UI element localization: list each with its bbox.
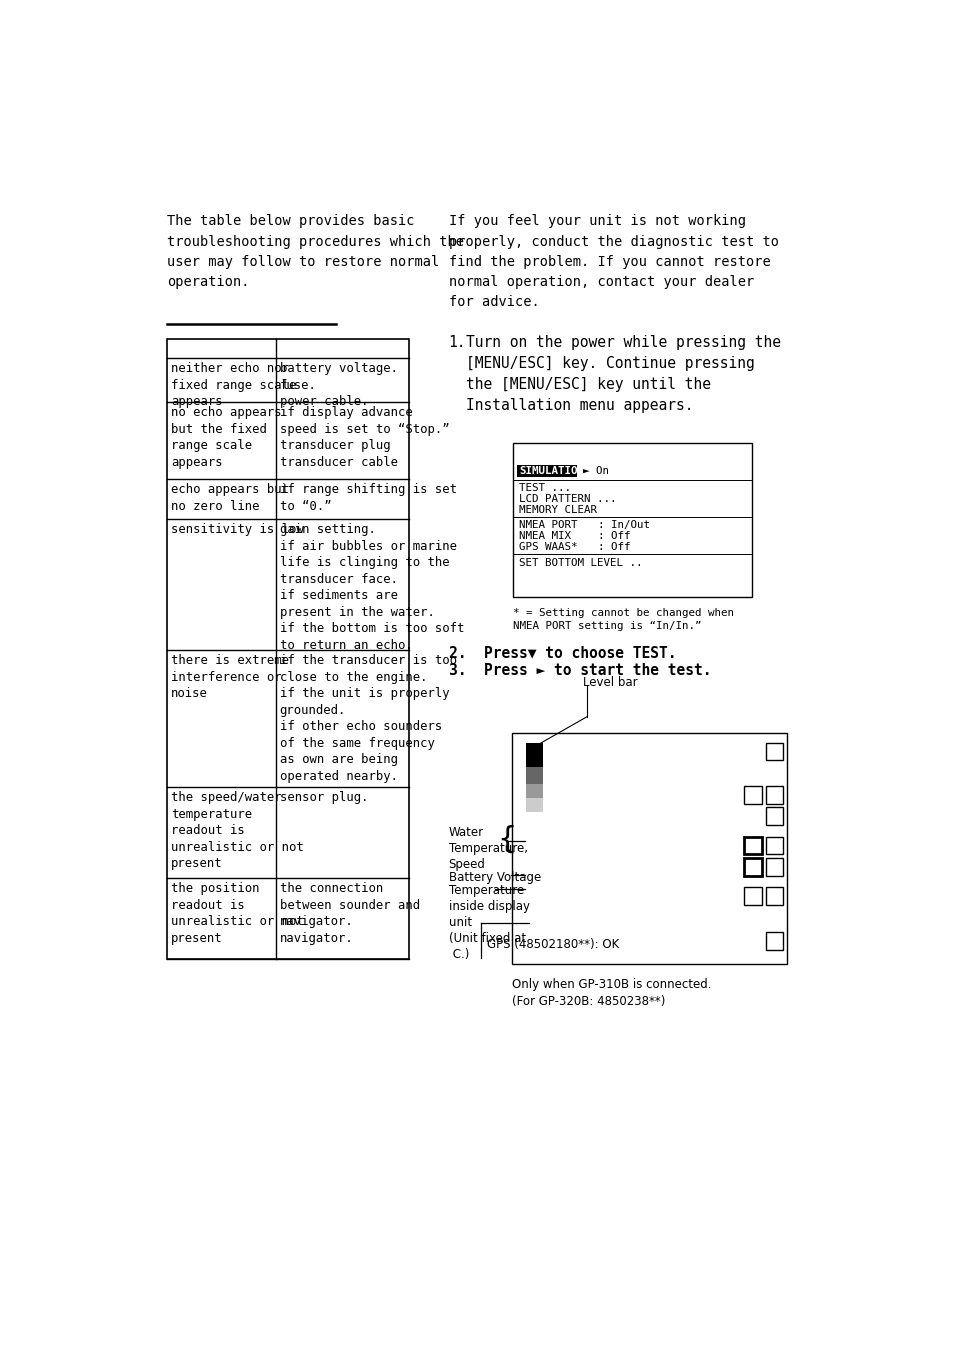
Text: gain setting.
if air bubbles or marine
life is clinging to the
transducer face.
: gain setting. if air bubbles or marine l… xyxy=(279,523,463,651)
Text: Temperature
inside display
unit
(Unit fixed at
 C.): Temperature inside display unit (Unit fi… xyxy=(448,885,529,962)
Text: the speed/water
temperature
readout is
unrealistic or not
present: the speed/water temperature readout is u… xyxy=(171,792,304,870)
Text: 1.: 1. xyxy=(448,335,466,350)
Text: : In/Out: : In/Out xyxy=(598,520,650,530)
Bar xyxy=(513,443,751,597)
Text: TEST ...: TEST ... xyxy=(518,484,571,493)
Bar xyxy=(765,808,782,825)
Text: SET BOTTOM LEVEL ..: SET BOTTOM LEVEL .. xyxy=(518,558,642,567)
Text: sensitivity is low: sensitivity is low xyxy=(171,523,304,536)
Text: * = Setting cannot be changed when
NMEA PORT setting is “In/In.”: * = Setting cannot be changed when NMEA … xyxy=(513,608,733,631)
Text: : Off: : Off xyxy=(598,531,630,540)
Text: if the transducer is too
close to the engine.
if the unit is properly
grounded.
: if the transducer is too close to the en… xyxy=(279,654,456,782)
Bar xyxy=(743,888,760,905)
Text: sensor plug.: sensor plug. xyxy=(279,792,368,804)
Text: MEMORY CLEAR: MEMORY CLEAR xyxy=(518,505,597,515)
Bar xyxy=(743,858,760,875)
Text: 2.  Press▼ to choose TEST.: 2. Press▼ to choose TEST. xyxy=(448,646,676,661)
Bar xyxy=(525,798,542,812)
Text: there is extreme
interference or
noise: there is extreme interference or noise xyxy=(171,654,289,700)
Text: : Off: : Off xyxy=(598,542,630,551)
Text: no echo appears
but the fixed
range scale
appears: no echo appears but the fixed range scal… xyxy=(171,407,281,469)
Text: Water
Temperature,
Speed: Water Temperature, Speed xyxy=(448,825,527,871)
Text: LCD PATTERN ...: LCD PATTERN ... xyxy=(518,494,616,504)
Text: NMEA MIX: NMEA MIX xyxy=(518,531,571,540)
Text: GPS (48502180**): OK: GPS (48502180**): OK xyxy=(487,939,619,951)
Text: Turn on the power while pressing the
[MENU/ESC] key. Continue pressing
the [MENU: Turn on the power while pressing the [ME… xyxy=(465,335,780,413)
Bar xyxy=(765,743,782,761)
Bar xyxy=(743,836,760,854)
Text: if range shifting is set
to “0.”: if range shifting is set to “0.” xyxy=(279,484,456,513)
Bar xyxy=(525,785,542,798)
Text: ► On: ► On xyxy=(582,466,608,477)
Bar xyxy=(765,836,782,854)
Text: SIMULATION: SIMULATION xyxy=(518,466,583,477)
Bar xyxy=(765,932,782,950)
Text: echo appears but
no zero line: echo appears but no zero line xyxy=(171,484,289,513)
Text: battery voltage.
fuse.
power cable.: battery voltage. fuse. power cable. xyxy=(279,362,397,408)
Text: GPS WAAS*: GPS WAAS* xyxy=(518,542,578,551)
Text: Only when GP-310B is connected.
(For GP-320B: 4850238**): Only when GP-310B is connected. (For GP-… xyxy=(512,978,711,1008)
Bar xyxy=(743,786,760,804)
Text: Level bar: Level bar xyxy=(582,677,637,689)
Text: If you feel your unit is not working
properly, conduct the diagnostic test to
fi: If you feel your unit is not working pro… xyxy=(448,215,778,308)
Bar xyxy=(525,743,542,767)
Text: {: { xyxy=(497,824,517,854)
Bar xyxy=(765,786,782,804)
Text: the connection
between sounder and
navigator.
navigator.: the connection between sounder and navig… xyxy=(279,882,419,944)
Text: Battery Voltage: Battery Voltage xyxy=(448,870,540,884)
Text: neither echo nor
fixed range scale
appears: neither echo nor fixed range scale appea… xyxy=(171,362,296,408)
Text: NMEA PORT: NMEA PORT xyxy=(518,520,578,530)
Bar xyxy=(765,888,782,905)
Text: if display advance
speed is set to “Stop.”
transducer plug
transducer cable: if display advance speed is set to “Stop… xyxy=(279,407,449,469)
Text: The table below provides basic
troubleshooting procedures which the
user may fol: The table below provides basic troublesh… xyxy=(167,215,464,289)
Text: the position
readout is
unrealistic or not
present: the position readout is unrealistic or n… xyxy=(171,882,304,944)
Bar xyxy=(525,767,542,785)
Bar xyxy=(517,465,577,477)
Bar xyxy=(512,734,786,965)
Bar xyxy=(167,339,409,959)
Text: 3.  Press ► to start the test.: 3. Press ► to start the test. xyxy=(448,662,710,678)
Bar xyxy=(765,858,782,875)
